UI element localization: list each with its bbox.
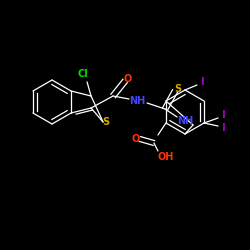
Text: Cl: Cl (78, 69, 88, 79)
Text: NH: NH (177, 116, 193, 126)
Text: OH: OH (158, 152, 174, 162)
Text: NH: NH (129, 96, 145, 106)
Text: I: I (222, 123, 226, 133)
Text: O: O (132, 134, 140, 144)
Text: S: S (174, 84, 182, 94)
Text: O: O (124, 74, 132, 84)
Text: I: I (222, 110, 226, 120)
Text: S: S (102, 117, 110, 127)
Text: I: I (201, 77, 205, 87)
